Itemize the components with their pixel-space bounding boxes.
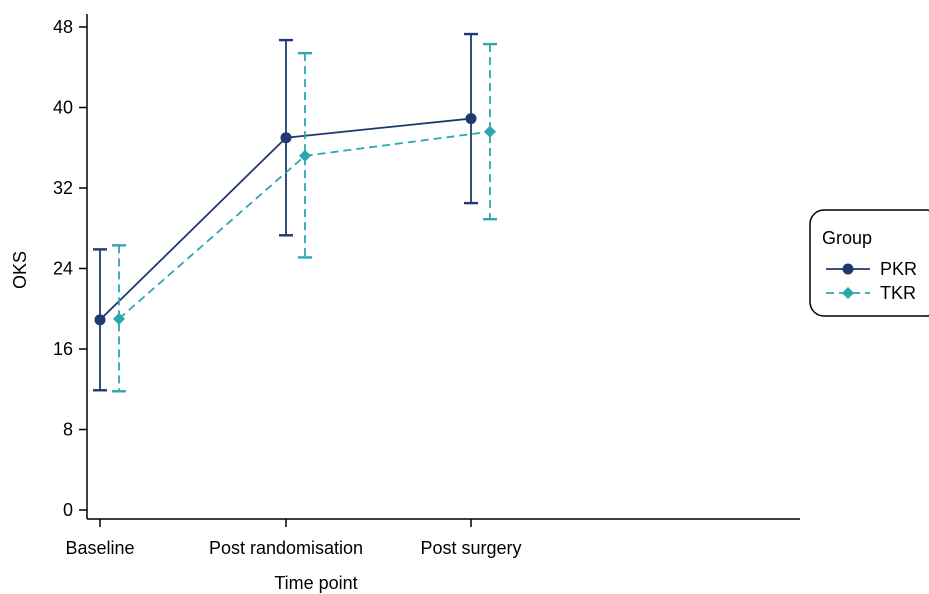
- y-tick-label: 8: [63, 420, 73, 440]
- legend-box: [809, 209, 929, 317]
- x-tick-label: Post randomisation: [209, 538, 363, 558]
- axes: [86, 14, 800, 520]
- x-tick-label: Post surgery: [420, 538, 521, 558]
- legend-label-tkr: TKR: [880, 283, 916, 303]
- series-pkr: [93, 32, 478, 392]
- x-ticks: Baseline Post randomisation Post surgery: [65, 519, 522, 558]
- x-tick-label: Baseline: [65, 538, 134, 558]
- data-point: [299, 149, 311, 162]
- y-tick-label: 16: [53, 339, 73, 359]
- y-axis-title: OKS: [10, 251, 30, 289]
- y-tick-label: 48: [53, 17, 73, 37]
- series-layer: [93, 32, 497, 393]
- data-point: [94, 314, 106, 326]
- y-tick-label: 32: [53, 178, 73, 198]
- y-ticks: 0 8 16 24 32 40 48: [53, 17, 87, 520]
- legend-marker-tkr: [842, 287, 854, 299]
- x-axis-title: Time point: [274, 573, 357, 593]
- y-tick-label: 40: [53, 98, 73, 118]
- data-point: [465, 113, 477, 125]
- legend-marker-pkr: [842, 263, 854, 275]
- series-tkr: [112, 42, 497, 393]
- legend-title: Group: [822, 228, 872, 248]
- y-tick-label: 0: [63, 500, 73, 520]
- data-point: [484, 125, 496, 138]
- legend-label-pkr: PKR: [880, 259, 917, 279]
- data-point: [280, 132, 292, 144]
- y-tick-label: 24: [53, 259, 73, 279]
- data-point: [113, 312, 125, 325]
- legend: Group PKR TKR: [809, 209, 929, 317]
